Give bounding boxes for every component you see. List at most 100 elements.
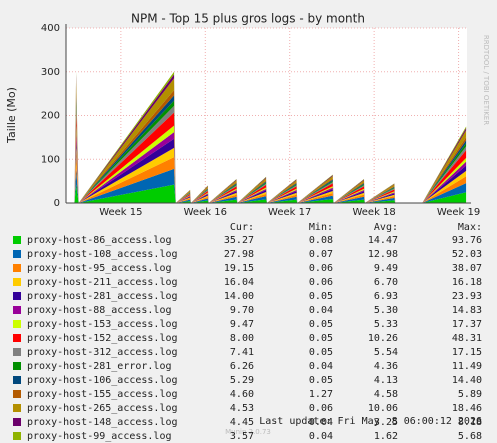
legend-stat: 5.89: [458, 389, 482, 400]
legend-stat: 48.31: [452, 333, 482, 344]
legend-swatch: [13, 418, 21, 426]
legend-stat: 0.05: [309, 333, 333, 344]
x-tick-label: Week 16: [184, 207, 227, 218]
legend-stat: 1.27: [309, 389, 333, 400]
area-series: [74, 157, 467, 203]
legend-stat: 0.04: [309, 305, 333, 316]
legend-stat: 4.53: [230, 403, 254, 414]
legend-swatch: [13, 362, 21, 370]
x-tick-label: Week 18: [352, 207, 395, 218]
legend-stat: 23.93: [452, 291, 482, 302]
legend-stat: 1.62: [374, 431, 398, 442]
legend-stat: 0.07: [309, 249, 333, 260]
legend-stat: 14.00: [224, 291, 254, 302]
legend-stat: 16.04: [224, 277, 254, 288]
legend-swatch: [13, 432, 21, 440]
legend-label: proxy-host-152_access.log: [27, 333, 178, 344]
legend-stat: 18.46: [452, 403, 482, 414]
legend-label: proxy-host-148_access.log: [27, 417, 178, 428]
legend-stat: 8.00: [230, 333, 254, 344]
legend-stat: 6.93: [374, 291, 398, 302]
legend-label: proxy-host-99_access.log: [27, 431, 172, 442]
legend-stat: 35.27: [224, 235, 254, 246]
legend-header: Cur:: [230, 222, 254, 233]
legend-stat: 52.03: [452, 249, 482, 260]
legend-stat: 3.25: [374, 417, 398, 428]
last-update: Last update: Fri May 8 06:00:12 2026: [259, 416, 482, 427]
chart-title: NPM - Top 15 plus gros logs - by month: [131, 12, 365, 26]
y-tick-label: 200: [41, 111, 60, 122]
y-tick-label: 0: [54, 198, 60, 209]
legend-stat: 0.04: [309, 431, 333, 442]
legend-stat: 16.18: [452, 277, 482, 288]
y-tick-label: 300: [41, 67, 60, 78]
legend-swatch: [13, 264, 21, 272]
legend-stat: 17.37: [452, 319, 482, 330]
legend-header: Min:: [309, 222, 333, 233]
x-tick-label: Week 15: [99, 207, 142, 218]
legend-stat: 0.04: [309, 417, 333, 428]
legend-swatch: [13, 250, 21, 258]
legend-stat: 0.05: [309, 375, 333, 386]
legend-label: proxy-host-211_access.log: [27, 277, 178, 288]
legend-stat: 6.26: [230, 361, 254, 372]
footer: Munin 2.0.73: [225, 428, 271, 436]
legend-label: proxy-host-95_access.log: [27, 263, 172, 274]
legend-stat: 9.47: [230, 319, 254, 330]
legend-label: proxy-host-281_error.log: [27, 361, 172, 372]
legend-swatch: [13, 236, 21, 244]
legend-stat: 5.33: [374, 319, 398, 330]
legend-stat: 12.98: [368, 249, 398, 260]
legend-stat: 5.68: [458, 431, 482, 442]
legend-stat: 0.08: [309, 235, 333, 246]
legend-stat: 4.58: [374, 389, 398, 400]
legend-stat: 4.13: [374, 375, 398, 386]
legend-header: Avg:: [374, 222, 398, 233]
legend-stat: 5.30: [374, 305, 398, 316]
legend-stat: 11.49: [452, 361, 482, 372]
legend-stat: 14.40: [452, 375, 482, 386]
legend-swatch: [13, 376, 21, 384]
legend-stat: 10.26: [368, 333, 398, 344]
legend-stat: 9.49: [374, 263, 398, 274]
legend-stat: 10.06: [368, 403, 398, 414]
legend-stat: 0.05: [309, 347, 333, 358]
legend-stat: 38.07: [452, 263, 482, 274]
legend-stat: 4.36: [374, 361, 398, 372]
legend-stat: 14.47: [368, 235, 398, 246]
legend-stat: 0.06: [309, 277, 333, 288]
legend-stat: 19.15: [224, 263, 254, 274]
legend-label: proxy-host-106_access.log: [27, 375, 178, 386]
legend-stat: 27.98: [224, 249, 254, 260]
legend-stat: 7.41: [230, 347, 254, 358]
legend-stat: 6.70: [374, 277, 398, 288]
legend-stat: 3.57: [230, 431, 254, 442]
legend-swatch: [13, 292, 21, 300]
x-tick-label: Week 19: [437, 207, 480, 218]
x-tick-label: Week 17: [268, 207, 311, 218]
legend-label: proxy-host-265_access.log: [27, 403, 178, 414]
legend-stat: 0.06: [309, 403, 333, 414]
legend-swatch: [13, 306, 21, 314]
legend-label: proxy-host-86_access.log: [27, 235, 172, 246]
legend-swatch: [13, 334, 21, 342]
y-axis-label: Taille (Mo): [5, 87, 18, 144]
legend-stat: 0.05: [309, 319, 333, 330]
legend-stat: 14.83: [452, 305, 482, 316]
area-series: [74, 168, 467, 203]
legend-swatch: [13, 390, 21, 398]
side-text: RRDTOOL / TOBI OETIKER: [482, 35, 490, 125]
legend-stat: 93.76: [452, 235, 482, 246]
legend-stat: 0.06: [309, 263, 333, 274]
legend-stat: 0.04: [309, 361, 333, 372]
legend-stat: 4.45: [230, 417, 254, 428]
legend-stat: 0.05: [309, 291, 333, 302]
legend-stat: 9.70: [230, 305, 254, 316]
legend-swatch: [13, 348, 21, 356]
legend-label: proxy-host-153_access.log: [27, 319, 178, 330]
legend-stat: 8.18: [458, 417, 482, 428]
legend-swatch: [13, 278, 21, 286]
area-series: [74, 184, 467, 203]
legend-header: Max:: [458, 222, 482, 233]
